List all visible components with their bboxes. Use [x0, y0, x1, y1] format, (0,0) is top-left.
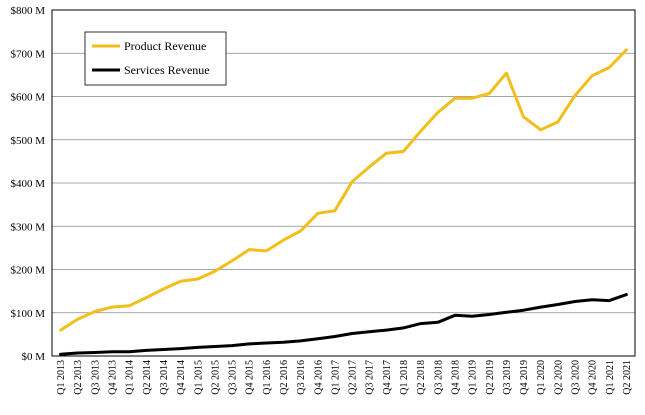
x-tick-label: Q3 2019	[502, 360, 513, 395]
x-tick-label: Q1 2019	[468, 360, 479, 395]
x-tick-label: Q3 2018	[433, 360, 444, 395]
series-line-product-revenue	[59, 48, 628, 332]
x-tick-label: Q3 2016	[296, 360, 307, 395]
x-tick-label: Q4 2018	[450, 360, 461, 395]
y-axis-tick-labels: $0 M $100 M $200 M $300 M $400 M $500 M $600 M…	[10, 5, 45, 363]
x-tick-label: Q4 2020	[588, 360, 599, 395]
y-tick-label: $0 M	[21, 351, 45, 363]
x-tick-label: Q3 2017	[365, 360, 376, 395]
x-tick-label: Q1 2018	[399, 360, 410, 395]
x-tick-label: Q4 2014	[176, 360, 187, 395]
x-tick-label: Q2 2016	[279, 360, 290, 395]
x-tick-label: Q2 2013	[73, 360, 84, 395]
y-tick-label: $100 M	[10, 308, 45, 320]
legend: Product Revenue Services Revenue	[84, 31, 227, 86]
legend-label-product: Product Revenue	[124, 39, 206, 53]
y-tick-label: $400 M	[10, 178, 45, 190]
x-tick-label: Q1 2017	[330, 360, 341, 395]
y-tick-label: $500 M	[10, 135, 45, 147]
x-tick-label: Q3 2013	[90, 360, 101, 395]
x-tick-label: Q1 2015	[193, 360, 204, 395]
legend-label-services: Services Revenue	[124, 63, 210, 77]
x-tick-label: Q3 2020	[570, 360, 581, 395]
x-tick-label: Q3 2014	[159, 360, 170, 395]
x-tick-label: Q1 2014	[125, 360, 136, 395]
x-axis-tick-labels: Q1 2013 Q2 2013 Q3 2013 Q4 2013 Q1 2014 Q2 20…	[56, 360, 633, 395]
x-tick-label: Q2 2020	[553, 360, 564, 395]
x-tick-label: Q4 2016	[313, 360, 324, 395]
x-tick-label: Q2 2021	[622, 360, 633, 395]
x-tick-label: Q2 2015	[210, 360, 221, 395]
x-tick-label: Q4 2019	[519, 360, 530, 395]
x-tick-label: Q2 2019	[485, 360, 496, 395]
x-tick-label: Q4 2013	[108, 360, 119, 395]
x-tick-label: Q2 2014	[142, 360, 153, 395]
series-line-services-revenue	[59, 293, 628, 356]
x-tick-label: Q4 2017	[382, 360, 393, 395]
x-tick-label: Q1 2021	[605, 360, 616, 395]
x-tick-label: Q1 2016	[262, 360, 273, 395]
x-tick-label: Q4 2015	[245, 360, 256, 395]
y-tick-label: $300 M	[10, 221, 45, 233]
y-tick-label: $700 M	[10, 48, 45, 60]
x-tick-label: Q2 2017	[348, 360, 359, 395]
x-tick-label: Q1 2013	[56, 360, 67, 395]
x-tick-label: Q1 2020	[536, 360, 547, 395]
legend-box	[84, 31, 227, 86]
y-tick-label: $800 M	[10, 5, 45, 17]
x-tick-label: Q3 2015	[228, 360, 239, 395]
series-lines	[59, 48, 628, 356]
plot-frame	[51, 9, 636, 357]
y-tick-label: $600 M	[10, 92, 45, 104]
x-tick-label: Q2 2018	[416, 360, 427, 395]
y-tick-label: $200 M	[10, 265, 45, 277]
